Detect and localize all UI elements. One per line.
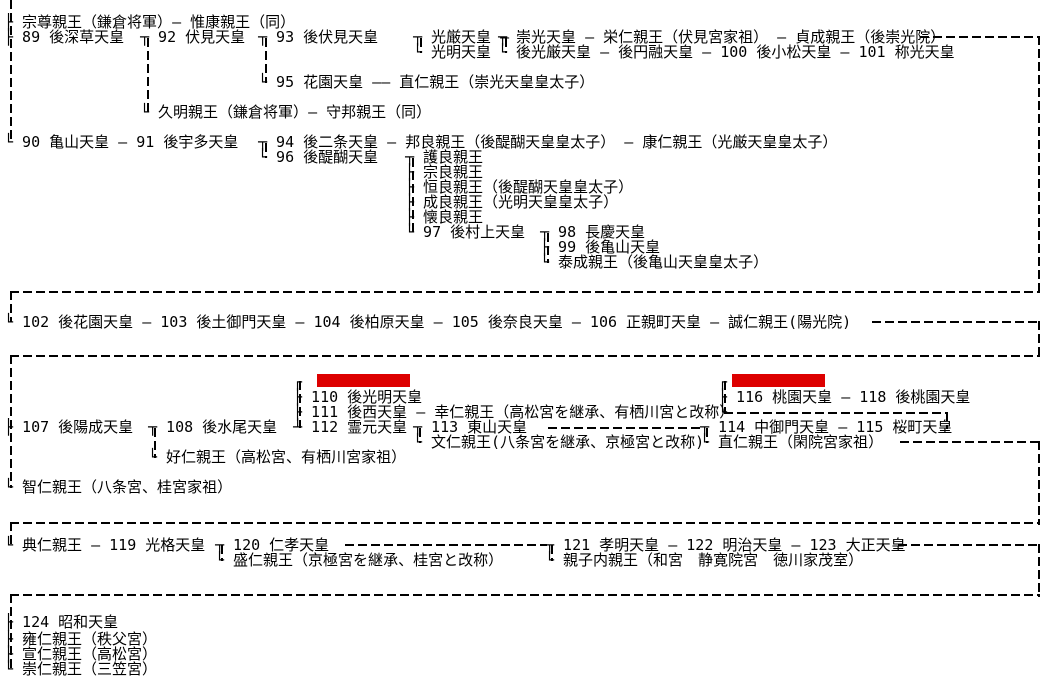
- node-emperor-108: ┬ 108 後水尾天皇: [148, 418, 278, 436]
- node-emperor-112: ┴ 112 霊元天皇: [293, 418, 408, 436]
- node-prince-munetaka: ├ 宗尊親王（鎌倉将軍）― 惟康親王（同）: [4, 13, 296, 31]
- connector-line-h: [898, 544, 1040, 546]
- node-bracket-top-right: ┌: [718, 373, 728, 391]
- node-emperor-gokogon-line: └ 後光厳天皇 ― 後円融天皇 ― 100 後小松天皇 ― 101 称光天皇: [498, 43, 955, 61]
- node-prince-tsuneyoshi: ├ 恒良親王（後醍醐天皇皇太子）: [405, 178, 634, 196]
- connector-line-h: [900, 441, 1040, 443]
- node-prince-yoshihito: └ 好仁親王（高松宮、有栖川宮家祖）: [148, 448, 407, 466]
- connector-line-v: [1038, 544, 1040, 597]
- connector-line-h: [10, 522, 1040, 524]
- node-emperor-93: ┬ 93 後伏見天皇: [258, 28, 379, 46]
- connector-line-v: [265, 143, 267, 158]
- node-emperor-102-106-line: └ 102 後花園天皇 ― 103 後土御門天皇 ― 104 後柏原天皇 ― 1…: [4, 313, 852, 331]
- connector-line-v: [1038, 36, 1040, 293]
- connector-line-v: [706, 428, 708, 443]
- node-emperor-96: └ 96 後醍醐天皇: [258, 148, 379, 166]
- node-bracket-bottom-right: └: [718, 403, 728, 421]
- node-emperor-92: ┬ 92 伏見天皇: [140, 28, 246, 46]
- connector-line-v: [10, 355, 12, 488]
- node-emperor-97: └ 97 後村上天皇: [405, 223, 526, 241]
- connector-line-v: [265, 38, 267, 83]
- node-emperor-107: ├ 107 後陽成天皇: [4, 418, 134, 436]
- connector-line-h: [10, 594, 1040, 596]
- node-prince-toshihito: └ 智仁親王（八条宮、桂宮家祖）: [4, 478, 233, 496]
- connector-line-v: [946, 412, 948, 429]
- node-prince-sukehito-119: └ 典仁親王 ― 119 光格天皇: [4, 536, 206, 554]
- highlight-bar-left: [317, 374, 410, 387]
- connector-line-h: [548, 427, 703, 429]
- node-emperor-komyo: └ 光明天皇: [413, 43, 492, 61]
- connector-line-v: [724, 381, 726, 413]
- connector-line-v: [10, 291, 12, 322]
- connector-line-v: [299, 381, 301, 428]
- connector-line-v: [221, 545, 223, 561]
- node-emperor-124: ├ 124 昭和天皇: [4, 613, 119, 631]
- node-princess-chikako: └ 親子内親王（和宮 静寛院宮 徳川家茂室）: [545, 551, 864, 569]
- connector-line-v: [1038, 321, 1040, 357]
- node-prince-yasuhito: ├ 雍仁親王（秩父宮）: [4, 630, 158, 648]
- node-emperor-99: ├ 99 後亀山天皇: [540, 238, 661, 256]
- node-prince-morihito: └ 盛仁親王（京極宮を継承、桂宮と改称）: [215, 551, 504, 569]
- node-emperor-114-115: ┬ 114 中御門天皇 ― 115 桜町天皇: [700, 418, 953, 436]
- node-prince-nobuhito: ├ 宣仁親王（高松宮）: [4, 645, 158, 663]
- connector-line-v: [547, 233, 549, 263]
- node-emperor-110: ├ 110 後光明天皇: [293, 388, 423, 406]
- connector-line-h: [345, 544, 547, 546]
- node-emperor-111-line: ├ 111 後西天皇 ― 幸仁親王（高松宮を継承、有栖川宮と改称）: [293, 403, 735, 421]
- connector-line-h: [10, 291, 1040, 293]
- node-prince-hisaaki: └ 久明親王（鎌倉将軍）― 守邦親王（同）: [140, 103, 432, 121]
- node-emperor-kogon: ┬ 光厳天皇 ―: [413, 28, 510, 46]
- node-emperor-90-91: └ 90 亀山天皇 ― 91 後宇多天皇: [4, 133, 239, 151]
- node-emperor-94-line: ┬ 94 後二条天皇 ― 邦良親王（後醍醐天皇皇太子） ― 康仁親王（光厳天皇皇…: [258, 133, 838, 151]
- node-prince-muneyoshi: ├ 宗良親王: [405, 163, 484, 181]
- connector-line-v: [10, 522, 12, 546]
- connector-line-h: [872, 321, 1040, 323]
- node-emperor-116-118: ├ 116 桃園天皇 ― 118 後桃園天皇: [718, 388, 971, 406]
- connector-line-v: [551, 545, 553, 561]
- node-emperor-89: ├ 89 後深草天皇: [4, 28, 125, 46]
- node-emperor-95: └ 95 花園天皇 ―― 直仁親王（崇光天皇皇太子）: [258, 73, 595, 91]
- connector-line-v: [412, 158, 414, 234]
- node-prince-nariyoshi: ├ 成良親王（光明天皇皇太子）: [405, 193, 619, 211]
- node-emperor-120: ┬ 120 仁孝天皇: [215, 536, 330, 554]
- connector-line-v: [505, 38, 507, 53]
- connector-line-v: [147, 38, 149, 113]
- connector-line-v: [154, 428, 156, 458]
- connector-line-h: [724, 412, 948, 414]
- node-emperor-98: ┬ 98 長慶天皇: [540, 223, 646, 241]
- connector-line-v: [10, 594, 12, 669]
- node-prince-moriyoshi: ┬ 護良親王: [405, 148, 484, 166]
- connector-line-h: [920, 36, 1040, 38]
- node-emperor-113: ┬ 113 東山天皇: [413, 418, 528, 436]
- node-prince-naohito: └ 直仁親王（閑院宮家祖）: [700, 433, 884, 451]
- node-prince-yasunari: └ 泰成親王（後亀山天皇皇太子）: [540, 253, 769, 271]
- connector-line-v: [10, 0, 12, 142]
- node-prince-takahito: └ 崇仁親王（三笠宮）: [4, 660, 158, 678]
- connector-line-v: [1038, 441, 1040, 525]
- connector-line-h: [10, 355, 1040, 357]
- connector-line-v: [419, 428, 421, 443]
- node-prince-fumihito: └ 文仁親王(八条宮を継承、京極宮と改称): [413, 433, 705, 451]
- node-emperor-suko-line: ┬ 崇光天皇 ― 栄仁親王（伏見宮家祖） ― 貞成親王（後崇光院）: [498, 28, 946, 46]
- node-prince-kaneyoshi: ├ 懐良親王: [405, 208, 484, 226]
- node-emperor-121-123: ┬ 121 孝明天皇 ― 122 明治天皇 ― 123 大正天皇: [545, 536, 906, 554]
- connector-line-v: [420, 38, 422, 53]
- node-bracket-top-left: ┌: [293, 373, 303, 391]
- highlight-bar-right: [732, 374, 825, 387]
